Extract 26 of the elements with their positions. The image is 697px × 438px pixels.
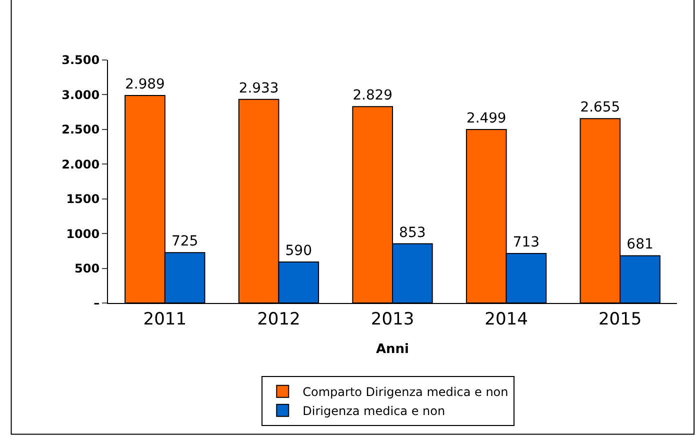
legend-label: Comparto Dirigenza medica e non [302,385,508,400]
data-label: 2.499 [466,110,506,127]
data-label: 2.933 [238,80,279,96]
data-label: 2.655 [580,100,620,116]
x-tick-label: 2015 [598,309,642,330]
y-tick-label: 2.500 [62,122,100,137]
legend-label: Dirigenza medica e non [302,404,446,418]
x-tick-label: 2013 [370,309,414,330]
y-tick-label: 3.000 [62,88,100,102]
x-tick-label: 2011 [143,309,187,330]
x-tick-label: 2014 [484,309,528,330]
y-tick-label: 1000 [66,226,100,241]
y-tick-label: – [94,296,100,310]
data-label: 713 [512,234,540,250]
data-label: 2.829 [352,88,392,104]
data-label: 2.989 [125,76,165,93]
data-label: 590 [285,243,312,260]
y-tick-label: 1500 [66,192,100,206]
y-tick-label: 2.000 [62,157,100,172]
y-tick-label: 500 [74,261,100,276]
data-label: 725 [171,234,198,250]
y-tick-label: 3.500 [62,53,100,68]
data-label: 681 [626,236,654,253]
x-tick-label: 2012 [257,309,300,330]
x-axis-title: Anni [376,342,410,357]
data-label: 853 [399,224,426,241]
